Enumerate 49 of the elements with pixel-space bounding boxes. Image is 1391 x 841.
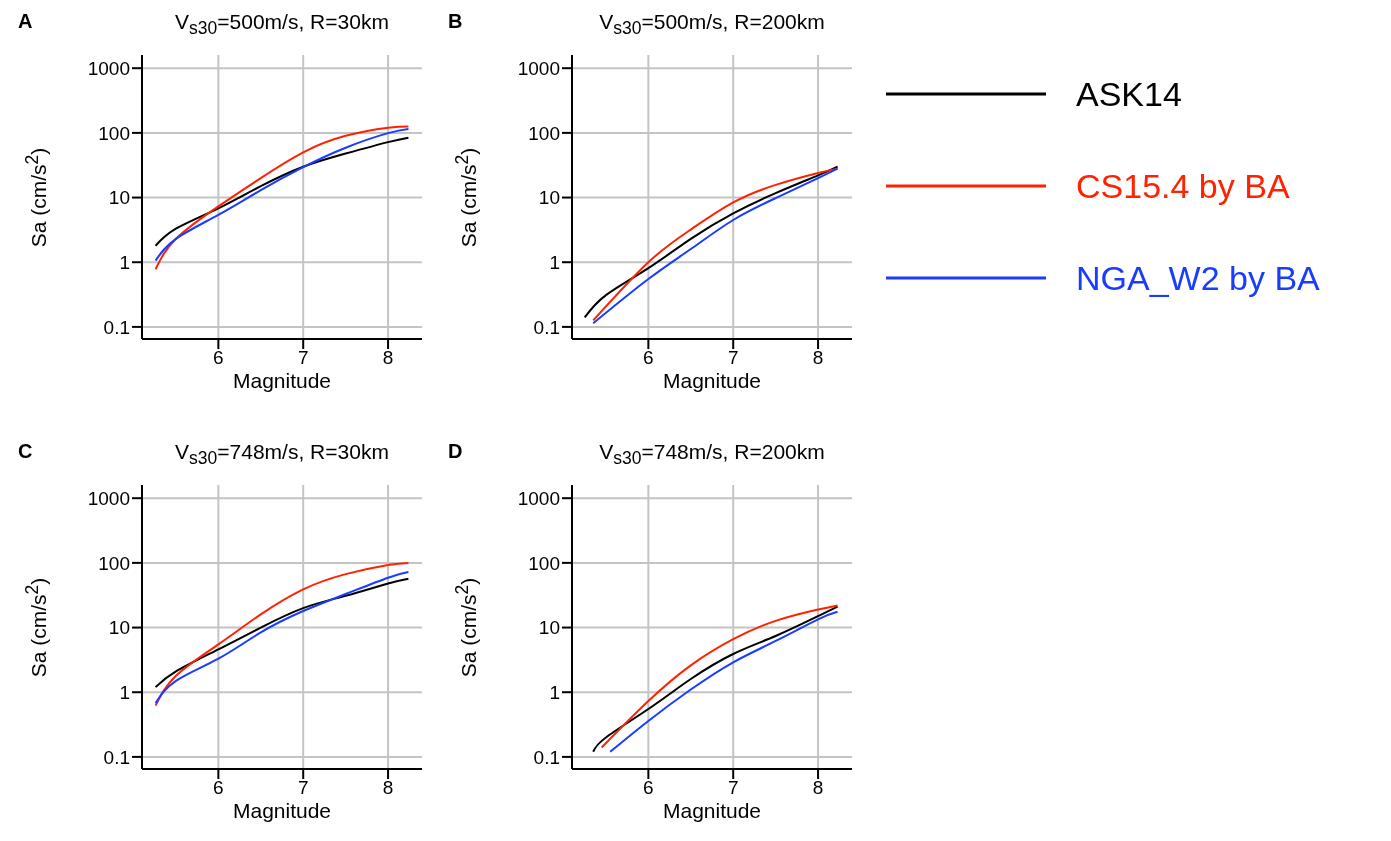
x-tick-label: 6: [643, 347, 654, 369]
y-tick-label: 1000: [517, 487, 560, 509]
line-series: [154, 136, 410, 247]
x-tick-label: 6: [213, 777, 224, 799]
y-tick-label: 1000: [517, 57, 560, 79]
x-tick-label: 8: [382, 777, 394, 799]
x-tick-label: 8: [812, 347, 824, 369]
chart-title: V$_{s30}$=500m/s, R=200km: [598, 10, 826, 40]
y-tick-label: 1: [549, 251, 560, 273]
chart-title: V$_{s30}$=748m/s, R=30km: [174, 440, 390, 470]
x-axis-title: Magnitude: [661, 369, 763, 393]
x-tick-label: 7: [297, 347, 309, 369]
y-tick-label: 0.1: [103, 316, 130, 338]
x-tick-label: 7: [727, 347, 739, 369]
y-tick-label: 100: [98, 122, 130, 144]
y-tick-label: 100: [528, 552, 560, 574]
y-tick-label: 1: [119, 681, 130, 703]
x-tick-label: 7: [297, 777, 309, 799]
chart-title: V$_{s30}$=748m/s, R=200km: [598, 440, 826, 470]
x-axis-title: Magnitude: [231, 799, 333, 823]
x-tick-label: 6: [643, 777, 654, 799]
y-tick-label: 0.1: [533, 316, 560, 338]
x-tick-label: 8: [812, 777, 824, 799]
y-tick-label: 1000: [87, 487, 130, 509]
text: A: [18, 10, 33, 33]
legend-label: CS15.4 by BA: [1076, 166, 1290, 206]
x-tick-label: 7: [727, 777, 739, 799]
legend-label: NGA_W2 by BA: [1076, 258, 1320, 298]
y-tick-label: 10: [108, 187, 130, 209]
y-tick-label: 10: [108, 617, 130, 639]
x-axis-title: Magnitude: [231, 369, 333, 393]
text: B: [448, 10, 463, 33]
y-tick-label: 0.1: [533, 746, 560, 768]
y-tick-label: 0.1: [103, 746, 130, 768]
y-tick-label: 1: [119, 251, 130, 273]
x-tick-label: 6: [213, 347, 224, 369]
y-tick-label: 100: [98, 552, 130, 574]
chart-title: V$_{s30}$=500m/s, R=30km: [174, 10, 390, 40]
y-tick-label: 1: [549, 681, 560, 703]
legend-label: ASK14: [1076, 74, 1182, 114]
y-tick-label: 10: [538, 617, 560, 639]
y-tick-label: 1000: [87, 57, 130, 79]
x-tick-label: 8: [382, 347, 394, 369]
y-tick-label: 100: [528, 122, 560, 144]
x-axis-title: Magnitude: [661, 799, 763, 823]
text: C: [18, 440, 33, 463]
line-series: [154, 577, 410, 689]
y-tick-label: 10: [538, 187, 560, 209]
text: D: [448, 440, 463, 463]
